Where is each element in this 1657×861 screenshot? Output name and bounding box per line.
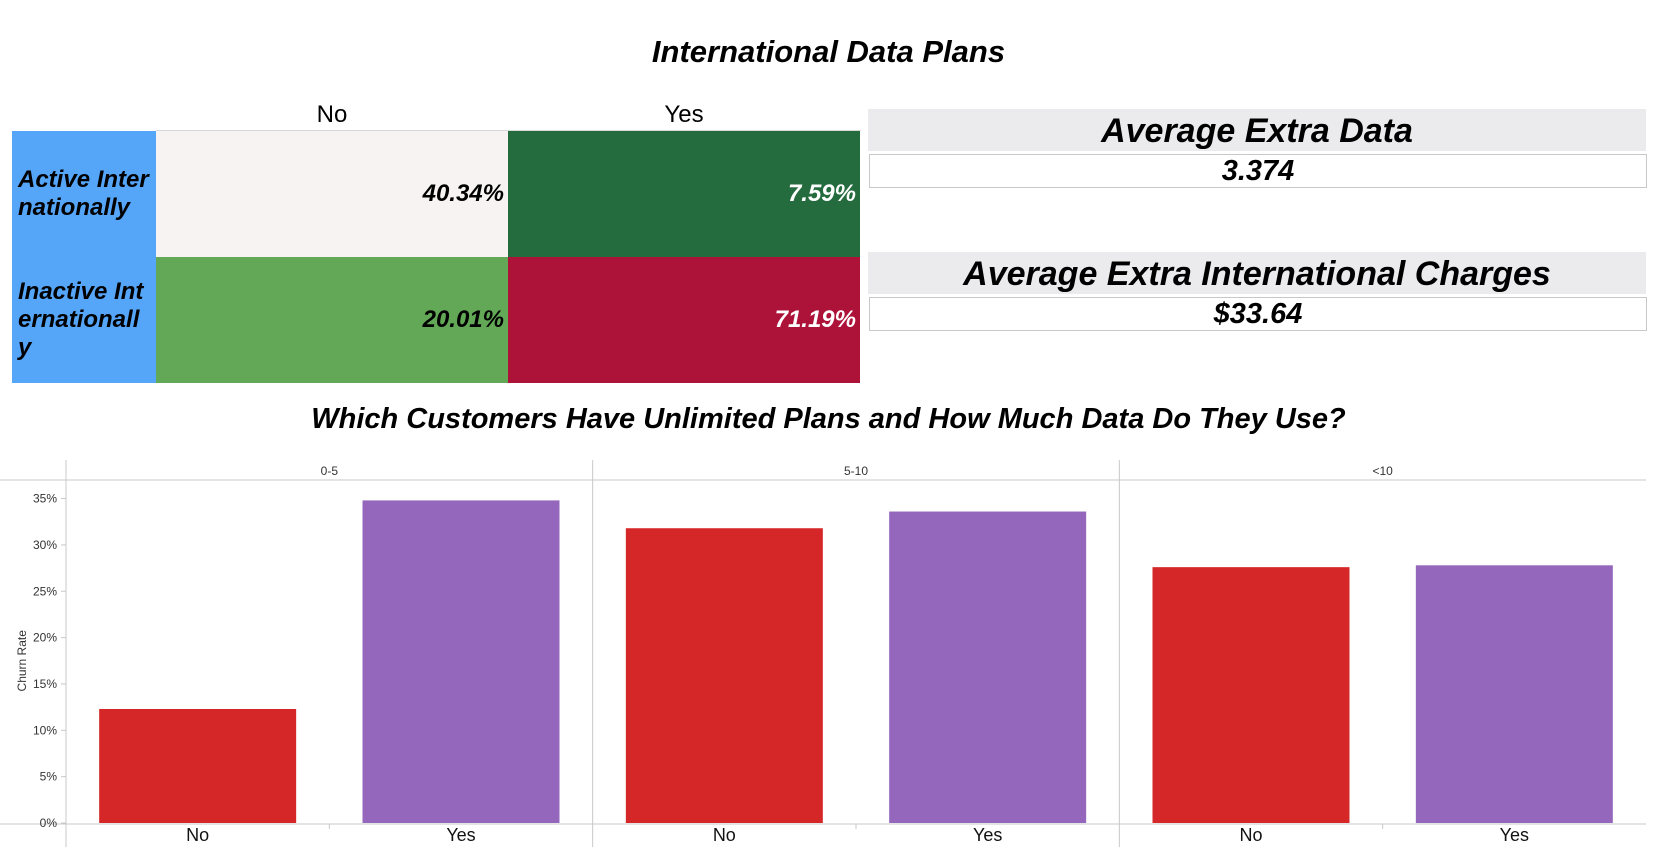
bar-0-5-Yes (362, 500, 560, 823)
y-tick-label: 0% (40, 816, 58, 830)
heatmap-col-header-yes: Yes (664, 101, 704, 128)
panel-header-label: 5-10 (844, 464, 868, 478)
bar-0-5-No (99, 708, 297, 823)
heatmap-cell-active-yes: 7.59% (508, 131, 860, 257)
y-tick-label: 35% (33, 492, 57, 506)
y-tick-label: 20% (33, 631, 57, 645)
kpi-value-extra-intl-charges: $33.64 (869, 297, 1647, 331)
y-tick-label: 5% (40, 770, 58, 784)
x-tick-label: No (1239, 825, 1262, 845)
bar-5-10-No (625, 528, 823, 823)
heatmap-row-label: Inactive Internationally (18, 278, 144, 361)
x-tick-label: Yes (1500, 825, 1529, 845)
heatmap-top-border (156, 130, 861, 131)
heatmap-row-label: Active Internationally (18, 166, 149, 221)
y-tick-label: 25% (33, 584, 57, 598)
x-tick-label: No (186, 825, 209, 845)
panel-header-label: 0-5 (321, 464, 339, 478)
heatmap-cell-inactive-yes: 71.19% (508, 257, 860, 383)
y-axis-label: Churn Rate (15, 630, 29, 692)
heatmap-cell-active-no: 40.34% (156, 131, 508, 257)
churn-bar-chart: 0% 5% 10% 15% 20% 25% 30% 35% Churn Rate 0-5 No Yes… (0, 460, 1646, 847)
dashboard-title: International Data Plans (651, 34, 1006, 69)
bar-<10-Yes (1415, 565, 1613, 823)
chart-title: Which Customers Have Unlimited Plans and… (311, 403, 1346, 435)
heatmap-row-header-inactive: Inactive Internationally (12, 257, 156, 383)
bar-<10-No (1152, 567, 1350, 823)
heatmap-col-header-no: No (316, 101, 348, 128)
heatmap-cell-inactive-no: 20.01% (156, 257, 508, 383)
panel-header-label: <10 (1372, 464, 1393, 478)
y-tick-label: 15% (33, 677, 57, 691)
kpi-value-extra-data: 3.374 (869, 154, 1647, 188)
kpi-label-extra-data: Average Extra Data (868, 109, 1646, 151)
kpi-label-extra-intl-charges: Average Extra International Charges (868, 252, 1646, 294)
x-tick-label: No (713, 825, 736, 845)
x-tick-label: Yes (973, 825, 1002, 845)
x-tick-label: Yes (446, 825, 475, 845)
y-tick-label: 30% (33, 538, 57, 552)
y-tick-label: 10% (33, 723, 57, 737)
bar-5-10-Yes (889, 511, 1087, 823)
heatmap-row-header-active: Active Internationally (12, 131, 156, 257)
